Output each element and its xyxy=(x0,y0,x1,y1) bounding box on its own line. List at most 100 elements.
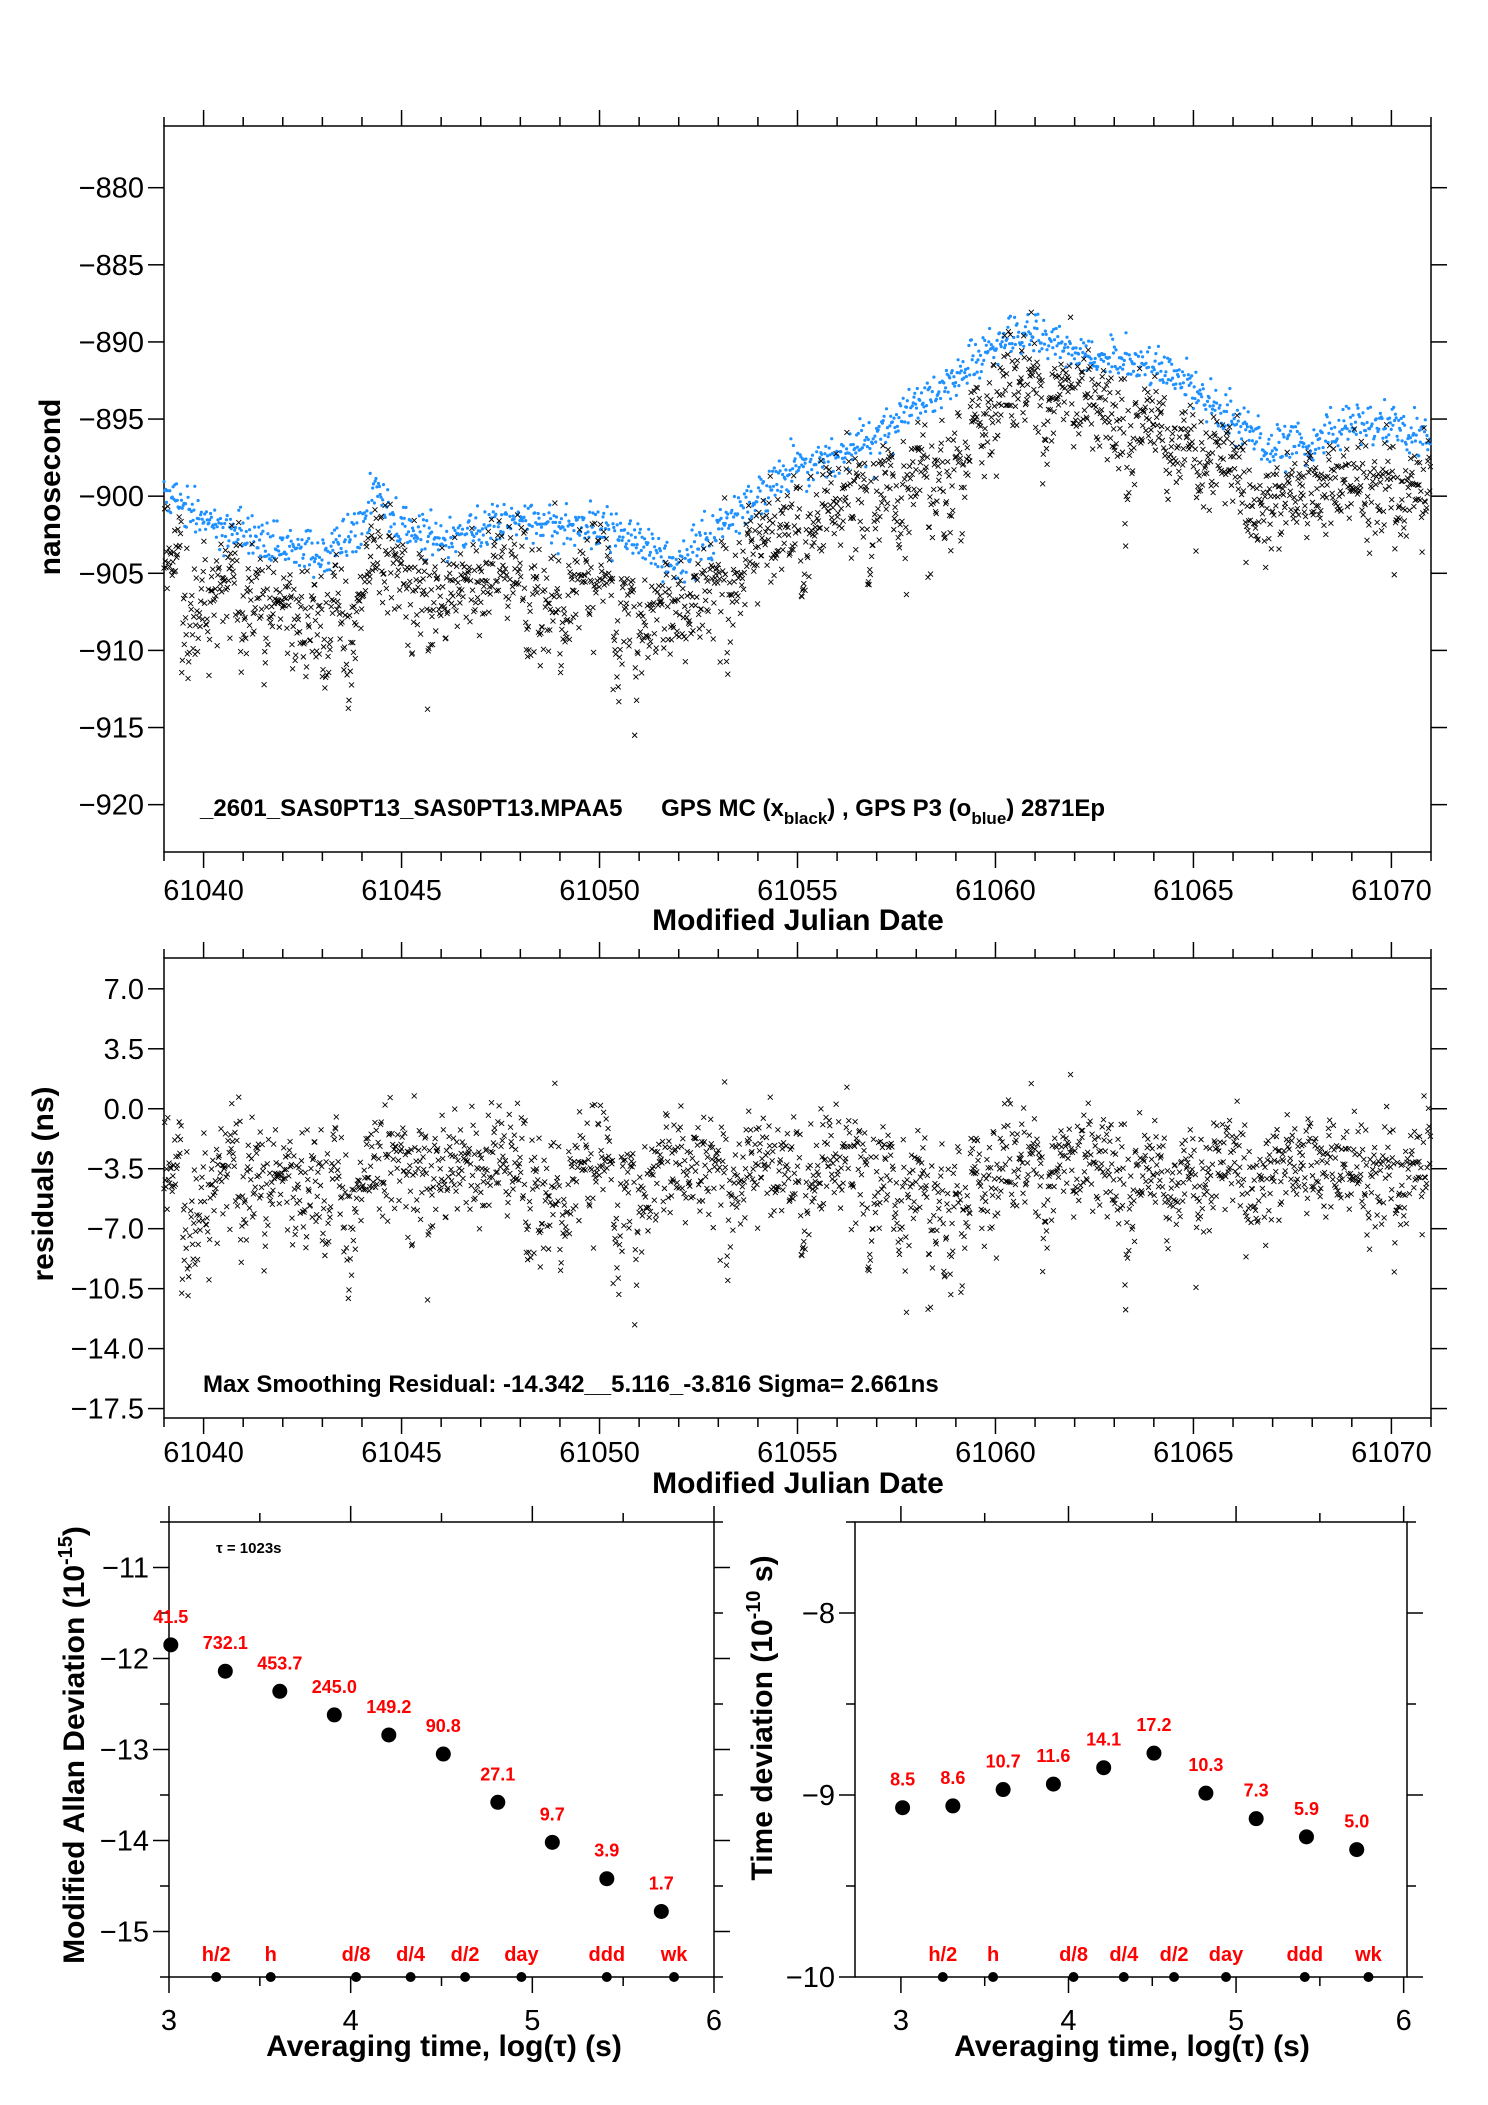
black-data-point xyxy=(258,613,264,620)
black-data-point xyxy=(1193,494,1200,501)
blue-data-point xyxy=(189,509,193,514)
blue-data-point xyxy=(1317,446,1321,450)
black-data-point xyxy=(982,432,989,438)
black-data-point xyxy=(169,572,176,579)
residual-data-point xyxy=(512,1159,518,1166)
blue-data-point xyxy=(618,521,623,525)
blue-data-point xyxy=(1037,349,1042,353)
black-data-point xyxy=(298,603,304,610)
black-data-point xyxy=(468,597,475,603)
residual-data-point xyxy=(246,1205,253,1211)
residual-data-point xyxy=(501,1133,508,1139)
residual-data-point xyxy=(263,1216,269,1222)
residual-data-point xyxy=(555,1198,561,1204)
residual-data-point xyxy=(693,1135,699,1142)
black-data-point xyxy=(894,498,901,504)
black-data-point xyxy=(1130,435,1137,442)
black-data-point xyxy=(1240,488,1247,494)
black-data-point xyxy=(1155,435,1162,441)
blue-data-point xyxy=(1258,436,1262,440)
blue-data-point xyxy=(1314,447,1318,452)
black-data-point xyxy=(1148,427,1154,433)
black-data-point xyxy=(920,452,927,459)
blue-data-point xyxy=(1065,335,1069,339)
blue-data-point xyxy=(964,374,969,379)
blue-data-point xyxy=(746,510,750,514)
blue-data-point xyxy=(328,551,332,555)
residual-data-point xyxy=(726,1177,733,1184)
blue-data-point xyxy=(889,414,893,418)
black-data-point xyxy=(824,488,831,495)
black-data-point xyxy=(1329,494,1336,501)
blue-data-point xyxy=(391,513,396,517)
black-data-point xyxy=(375,543,382,550)
residual-data-point xyxy=(928,1227,934,1234)
residual-data-point xyxy=(187,1208,194,1214)
residual-data-point xyxy=(809,1198,815,1205)
blue-data-point xyxy=(1269,433,1274,437)
black-data-point xyxy=(1195,488,1202,495)
residual-data-point xyxy=(616,1291,622,1298)
residual-data-point xyxy=(634,1228,641,1235)
black-data-point xyxy=(1376,507,1383,513)
blue-data-point xyxy=(620,538,624,543)
blue-data-point xyxy=(1410,440,1414,444)
blue-data-point xyxy=(1348,429,1352,433)
residual-data-point xyxy=(854,1140,861,1146)
blue-data-point xyxy=(196,498,200,503)
blue-data-point xyxy=(326,549,330,553)
black-data-point xyxy=(1151,440,1157,447)
residual-data-point xyxy=(172,1181,179,1188)
black-data-point xyxy=(905,486,912,493)
blue-data-point xyxy=(766,509,770,513)
black-data-point xyxy=(248,578,255,585)
black-data-point xyxy=(987,396,994,403)
black-data-point xyxy=(406,578,413,585)
black-data-point xyxy=(704,578,711,584)
black-data-point xyxy=(291,586,297,593)
blue-data-point xyxy=(529,503,534,507)
black-data-point xyxy=(1039,480,1046,487)
blue-data-point xyxy=(279,552,283,557)
residual-data-point xyxy=(368,1131,374,1138)
black-data-point xyxy=(177,542,183,549)
residual-data-point xyxy=(208,1166,215,1172)
black-data-point xyxy=(788,547,794,553)
black-data-point xyxy=(1233,444,1240,451)
residual-data-point xyxy=(358,1196,365,1203)
residual-data-point xyxy=(735,1199,741,1206)
residual-data-point xyxy=(204,1215,210,1221)
residual-data-point xyxy=(881,1141,888,1148)
residual-data-point xyxy=(478,1155,485,1162)
black-data-point xyxy=(1386,483,1393,490)
black-data-point xyxy=(610,686,616,693)
blue-data-point xyxy=(571,522,575,527)
black-data-point xyxy=(1157,410,1164,417)
residual-data-point xyxy=(438,1187,444,1193)
residual-data-point xyxy=(738,1177,744,1183)
residuals-chart: 61040 61045 61050 61055 61060 61065 610707.03.… xyxy=(71,942,1447,1469)
black-data-point xyxy=(783,504,789,511)
blue-data-point xyxy=(1251,429,1255,433)
black-data-point xyxy=(285,583,291,590)
black-data-point xyxy=(659,582,666,589)
residual-data-point xyxy=(341,1248,347,1255)
black-data-point xyxy=(948,513,955,519)
black-data-point xyxy=(1391,571,1398,578)
blue-data-point xyxy=(1404,442,1408,446)
black-data-point xyxy=(1067,314,1074,321)
black-data-point xyxy=(626,637,633,644)
black-data-point xyxy=(459,561,466,567)
blue-data-point xyxy=(1228,386,1232,391)
blue-data-point xyxy=(312,560,317,564)
black-data-point xyxy=(1421,425,1427,431)
blue-data-point xyxy=(1184,393,1188,397)
residual-data-point xyxy=(899,1183,906,1190)
black-data-point xyxy=(908,494,914,500)
blue-data-point xyxy=(1417,454,1421,458)
black-data-point xyxy=(560,605,567,612)
blue-data-point xyxy=(682,580,687,584)
residual-data-point xyxy=(429,1192,435,1198)
residual-data-point xyxy=(811,1188,818,1194)
black-data-point xyxy=(591,583,597,589)
